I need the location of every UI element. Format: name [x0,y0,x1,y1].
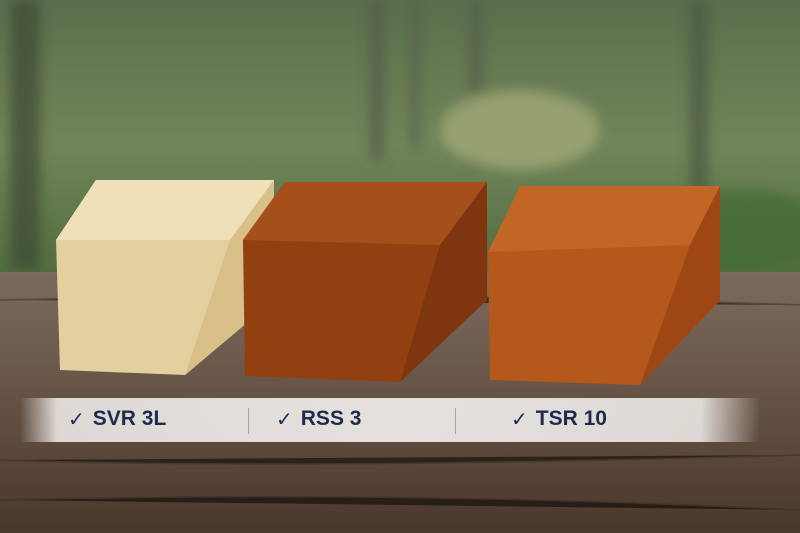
tsr-10-block [488,186,720,385]
check-icon: ✓ [511,408,528,431]
label-svr-3l: ✓ SVR 3L [68,404,166,434]
grade-label-bar [20,398,760,442]
divider [455,408,456,434]
rss-3-block [243,182,487,382]
label-tsr-10: ✓ TSR 10 [511,404,607,434]
check-icon: ✓ [276,408,293,431]
divider [248,408,249,434]
label-text: SVR 3L [92,407,167,430]
label-rss-3: ✓ RSS 3 [276,404,361,434]
label-text: TSR 10 [535,407,607,430]
check-icon: ✓ [68,408,85,431]
label-text: RSS 3 [300,407,362,430]
